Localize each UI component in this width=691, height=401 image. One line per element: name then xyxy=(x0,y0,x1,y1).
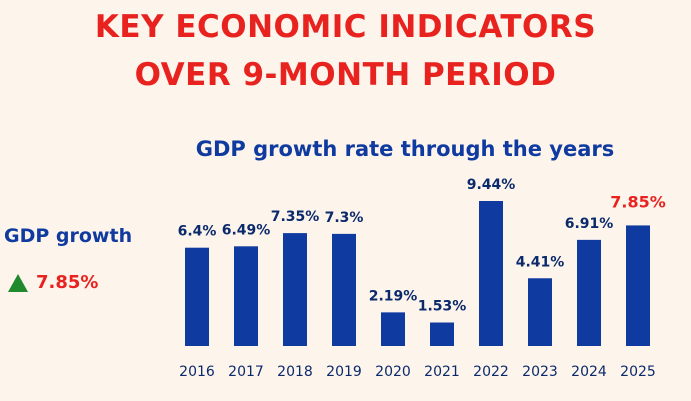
x-tick-2023: 2023 xyxy=(522,364,558,380)
data-label-2016: 6.4% xyxy=(178,224,217,240)
gdp-growth-indicator: 7.85% xyxy=(8,272,98,293)
up-triangle-icon xyxy=(8,273,28,292)
data-label-2024: 6.91% xyxy=(565,216,614,232)
headline-line-1: KEY ECONOMIC INDICATORS xyxy=(94,9,597,45)
bar-2025 xyxy=(626,225,650,346)
data-label-2019: 7.3% xyxy=(325,210,364,226)
gdp-growth-value: 7.85% xyxy=(36,272,99,293)
bar-2019 xyxy=(332,233,356,346)
x-tick-2016: 2016 xyxy=(179,364,215,380)
data-label-2025: 7.85% xyxy=(610,192,666,211)
data-label-2023: 4.41% xyxy=(516,254,565,270)
bar-2018 xyxy=(283,233,307,346)
x-tick-2022: 2022 xyxy=(473,364,509,380)
gdp-growth-label: GDP growth xyxy=(4,225,133,247)
bar-2024 xyxy=(577,239,601,346)
data-label-2021: 1.53% xyxy=(418,298,467,314)
data-label-2018: 7.35% xyxy=(271,209,320,225)
data-label-2020: 2.19% xyxy=(369,288,418,304)
x-tick-2020: 2020 xyxy=(375,364,411,380)
x-tick-2018: 2018 xyxy=(277,364,313,380)
bar-2023 xyxy=(528,278,552,346)
chart-title: GDP growth rate through the years xyxy=(195,137,615,161)
bar-2020 xyxy=(381,312,405,346)
x-tick-2019: 2019 xyxy=(326,364,362,380)
x-tick-2025: 2025 xyxy=(620,364,656,380)
x-tick-2024: 2024 xyxy=(571,364,607,380)
data-label-2022: 9.44% xyxy=(467,177,516,193)
bar-2021 xyxy=(430,322,454,346)
headline-line-2: OVER 9-MONTH PERIOD xyxy=(134,57,557,93)
x-tick-2021: 2021 xyxy=(424,364,460,380)
data-label-2017: 6.49% xyxy=(222,222,271,238)
x-tick-2017: 2017 xyxy=(228,364,264,380)
bar-2022 xyxy=(479,201,503,346)
bar-2016 xyxy=(185,247,209,346)
bar-2017 xyxy=(234,246,258,346)
